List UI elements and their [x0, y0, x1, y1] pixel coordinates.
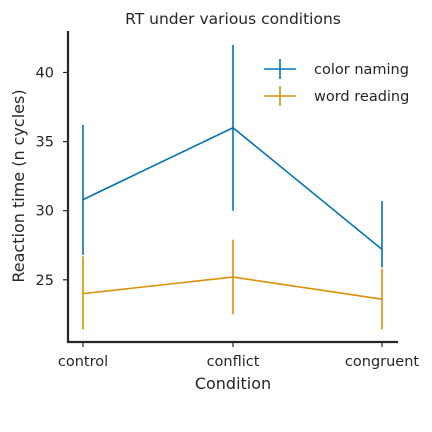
legend-label: color naming: [314, 62, 409, 78]
x-tick-label: conflict: [207, 354, 260, 370]
y-axis-label: Reaction time (n cycles): [9, 89, 28, 282]
x-axis-label: Condition: [195, 374, 271, 393]
legend-item: word reading: [264, 86, 409, 106]
plot-area: [82, 44, 383, 330]
series-line: [82, 276, 383, 300]
y-tick-label: 25: [36, 273, 54, 289]
legend: color naming word reading: [264, 59, 409, 106]
y-tick-label: 35: [36, 135, 54, 151]
chart-title: RT under various conditions: [125, 10, 341, 28]
y-tick-label: 40: [36, 65, 54, 81]
x-tick-label: congruent: [345, 354, 419, 370]
y-ticks: 25 30 35 40: [36, 65, 68, 289]
series-line: [82, 126, 383, 251]
legend-item: color naming: [264, 59, 409, 79]
x-tick-label: control: [58, 354, 108, 370]
y-tick-label: 30: [36, 204, 54, 220]
legend-label: word reading: [314, 89, 409, 105]
series-word-reading: [82, 239, 383, 330]
x-ticks: control conflict congruent: [58, 342, 419, 370]
series-color-naming: [82, 44, 383, 268]
